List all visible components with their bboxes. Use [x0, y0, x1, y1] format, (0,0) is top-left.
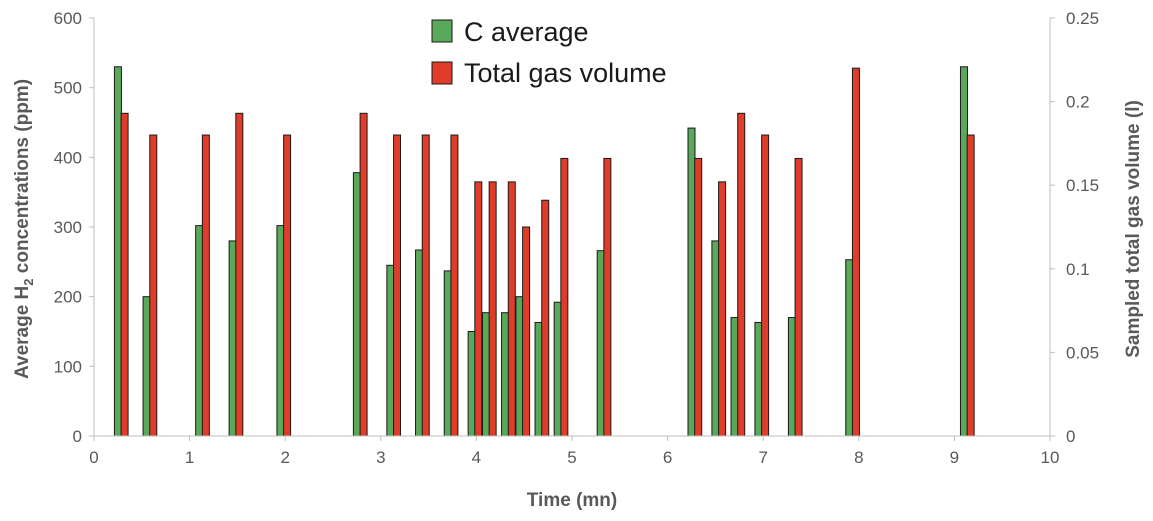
legend-label-c-average: C average — [464, 17, 589, 47]
y-left-tick-label: 100 — [54, 357, 82, 376]
x-tick-label: 1 — [185, 448, 194, 467]
gas-volume-bar — [603, 157, 612, 437]
y-left-title-tail: concentrations (ppm) — [12, 79, 33, 279]
y-left-tick-label: 300 — [54, 218, 82, 237]
x-tick-label: 3 — [376, 448, 385, 467]
legend: C average Total gas volume — [431, 17, 667, 88]
c-average-bar — [515, 296, 524, 437]
c-average-bar — [113, 66, 122, 437]
c-average-bar — [415, 249, 424, 437]
y-right-tick-label: 0.2 — [1066, 93, 1090, 112]
gas-volume-bar — [718, 181, 727, 437]
gas-volume-bar — [851, 67, 860, 437]
y-right-tick-label: 0 — [1066, 427, 1075, 446]
c-average-bar — [276, 225, 285, 437]
y-left-tick-label: 600 — [54, 9, 82, 28]
c-average-bar — [443, 270, 452, 437]
y-right-axis-ticks: 0 0.05 0.1 0.15 0.2 0.25 — [1050, 9, 1099, 446]
legend-swatch-c-average — [431, 19, 453, 43]
y-left-tick-label: 500 — [54, 79, 82, 98]
gas-volume-bar — [201, 134, 210, 437]
x-tick-label: 9 — [950, 448, 959, 467]
c-average-bar — [534, 321, 543, 437]
c-average-bar — [845, 259, 854, 437]
gas-volume-bar — [283, 134, 292, 437]
c-average-bar — [787, 317, 796, 437]
gas-volume-bar — [794, 157, 803, 437]
y-left-title-main: Average H — [12, 286, 33, 379]
gas-volume-bar — [560, 157, 569, 437]
c-average-bar — [142, 296, 151, 437]
gas-volume-bar — [522, 226, 531, 437]
gas-volume-bar — [421, 134, 430, 437]
x-tick-label: 4 — [472, 448, 481, 467]
y-right-axis-title: Sampled total gas volume (l) — [1123, 100, 1144, 358]
gas-volume-bar — [120, 112, 129, 437]
y-right-tick-label: 0.15 — [1066, 176, 1099, 195]
y-right-tick-label: 0.25 — [1066, 9, 1099, 28]
gas-volume-bar — [488, 181, 497, 437]
gas-volume-bar — [474, 181, 483, 437]
c-average-bar — [481, 312, 490, 437]
c-average-bar — [467, 331, 476, 437]
legend-label-gas-volume: Total gas volume — [464, 58, 667, 88]
c-average-bar — [687, 127, 696, 437]
x-tick-label: 8 — [854, 448, 863, 467]
c-average-bar — [386, 264, 395, 437]
gas-volume-bar — [966, 134, 975, 437]
c-average-bar — [754, 321, 763, 437]
x-tick-label: 7 — [758, 448, 767, 467]
y-right-tick-label: 0.05 — [1066, 343, 1099, 362]
gas-volume-bars — [120, 67, 975, 437]
y-left-tick-label: 400 — [54, 148, 82, 167]
gas-volume-bar — [235, 112, 244, 437]
x-tick-label: 2 — [280, 448, 289, 467]
y-left-tick-label: 0 — [73, 427, 82, 446]
c-average-bar — [596, 250, 605, 437]
x-tick-label: 6 — [663, 448, 672, 467]
c-average-bar — [195, 225, 204, 437]
legend-swatch-gas-volume — [431, 61, 453, 85]
x-tick-label: 0 — [89, 448, 98, 467]
gas-volume-bar — [359, 112, 368, 437]
c-average-bar — [711, 240, 720, 437]
gas-volume-bar — [541, 199, 550, 437]
x-tick-label: 5 — [567, 448, 576, 467]
gas-volume-bar — [694, 157, 703, 437]
y-left-tick-label: 200 — [54, 288, 82, 307]
x-axis-ticks: 0 1 2 3 4 5 6 7 8 9 10 — [89, 436, 1059, 467]
y-left-axis-ticks: 0 100 200 300 400 500 600 — [54, 9, 94, 446]
y-right-tick-label: 0.1 — [1066, 260, 1090, 279]
y-left-axis-title: Average H2 concentrations (ppm) — [12, 79, 36, 379]
c-average-bar — [553, 301, 562, 437]
gas-volume-bar — [737, 112, 746, 437]
gas-volume-bar — [149, 134, 158, 437]
gas-volume-bar — [393, 134, 402, 437]
c-average-bar — [228, 240, 237, 437]
gas-volume-bar — [507, 181, 516, 437]
gas-volume-bar — [450, 134, 459, 437]
c-average-bar — [959, 66, 968, 437]
c-average-bar — [730, 317, 739, 437]
y-left-title-subscript: 2 — [21, 278, 36, 285]
x-axis-title: Time (mn) — [527, 490, 617, 511]
c-average-bar — [501, 312, 510, 437]
gas-volume-bar — [761, 134, 770, 437]
c-average-bar — [352, 172, 361, 437]
x-tick-label: 10 — [1041, 448, 1060, 467]
